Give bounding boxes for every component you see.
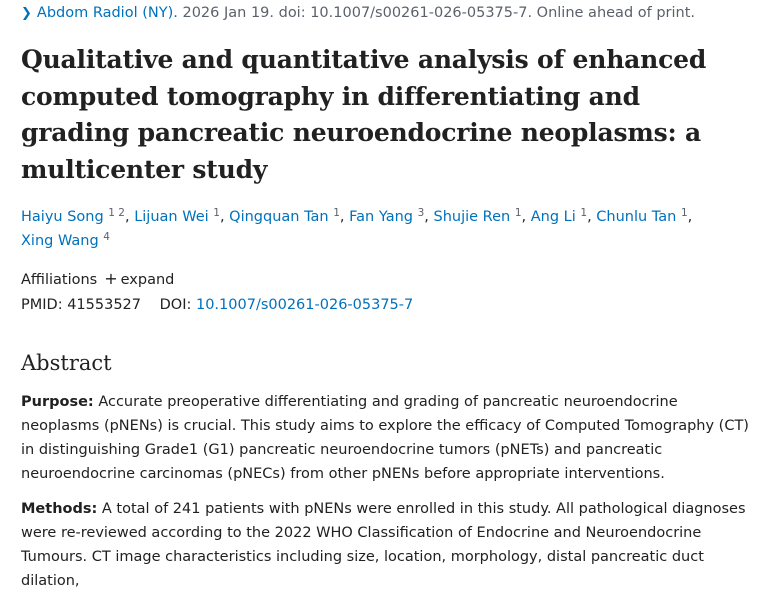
affiliation-ref[interactable]: 1 bbox=[213, 207, 220, 219]
journal-link[interactable]: Abdom Radiol (NY). bbox=[36, 5, 178, 21]
author-item: Fan Yang 3, bbox=[349, 207, 429, 225]
author-link[interactable]: Qingquan Tan bbox=[229, 209, 329, 225]
pmid-label: PMID: bbox=[21, 297, 63, 313]
author-link[interactable]: Haiyu Song bbox=[21, 209, 104, 225]
author-item: Qingquan Tan 1, bbox=[229, 207, 345, 225]
author-list: Haiyu Song 1 2, Lijuan Wei 1, Qingquan T… bbox=[21, 205, 751, 253]
citation-line: ❯ Abdom Radiol (NY). 2026 Jan 19. doi: 10… bbox=[21, 3, 695, 24]
author-link[interactable]: Ang Li bbox=[530, 209, 576, 225]
citation-details: 2026 Jan 19. doi: 10.1007/s00261-026-053… bbox=[177, 5, 696, 21]
article-title: Qualitative and quantitative analysis of… bbox=[21, 45, 707, 184]
author-item: Chunlu Tan 1, bbox=[596, 207, 693, 225]
abstract-methods: Methods: A total of 241 patients with pN… bbox=[21, 497, 749, 593]
affiliation-ref[interactable]: 1 bbox=[514, 207, 522, 219]
author-link[interactable]: Chunlu Tan bbox=[596, 209, 677, 225]
abstract-purpose: Purpose: Accurate preoperative different… bbox=[21, 390, 749, 486]
plus-icon: + bbox=[104, 269, 118, 288]
author-link[interactable]: Shujie Ren bbox=[433, 209, 511, 225]
affiliations-label: Affiliations bbox=[21, 272, 98, 288]
author-item: Haiyu Song 1 2, bbox=[21, 207, 130, 225]
chevron-right-icon: ❯ bbox=[21, 6, 32, 21]
affiliation-ref[interactable]: 1 bbox=[333, 207, 340, 219]
affiliation-ref[interactable]: 1 2 bbox=[108, 207, 125, 219]
affiliation-ref[interactable]: 1 bbox=[680, 207, 688, 219]
methods-text: A total of 241 patients with pNENs were … bbox=[21, 501, 746, 589]
author-item: Xing Wang 4 bbox=[21, 231, 110, 249]
author-link[interactable]: Lijuan Wei bbox=[134, 209, 209, 225]
affiliation-ref[interactable]: 1 bbox=[580, 207, 588, 219]
purpose-text: Accurate preoperative differentiating an… bbox=[21, 394, 749, 482]
article-page: ❯ Abdom Radiol (NY). 2026 Jan 19. doi: 10… bbox=[21, 3, 751, 589]
affiliations-toggle[interactable]: Affiliations + expand bbox=[21, 268, 174, 291]
expand-label: expand bbox=[120, 272, 175, 288]
author-item: Lijuan Wei 1, bbox=[134, 207, 225, 225]
author-link[interactable]: Fan Yang bbox=[349, 209, 413, 225]
author-item: Ang Li 1, bbox=[530, 207, 592, 225]
affiliation-ref[interactable]: 3 bbox=[417, 207, 425, 219]
affiliation-ref[interactable]: 4 bbox=[103, 231, 110, 243]
doi-link[interactable]: 10.1007/s00261-026-05375-7 bbox=[195, 297, 414, 313]
methods-label: Methods: bbox=[21, 501, 98, 517]
article-identifiers: PMID: 41553527 DOI: 10.1007/s00261-026-0… bbox=[21, 294, 413, 316]
author-link[interactable]: Xing Wang bbox=[21, 233, 99, 249]
purpose-label: Purpose: bbox=[21, 394, 94, 410]
author-item: Shujie Ren 1, bbox=[433, 207, 527, 225]
pmid-value: 41553527 bbox=[67, 297, 142, 313]
abstract-heading: Abstract bbox=[21, 351, 112, 375]
doi-label: DOI: bbox=[159, 297, 192, 313]
